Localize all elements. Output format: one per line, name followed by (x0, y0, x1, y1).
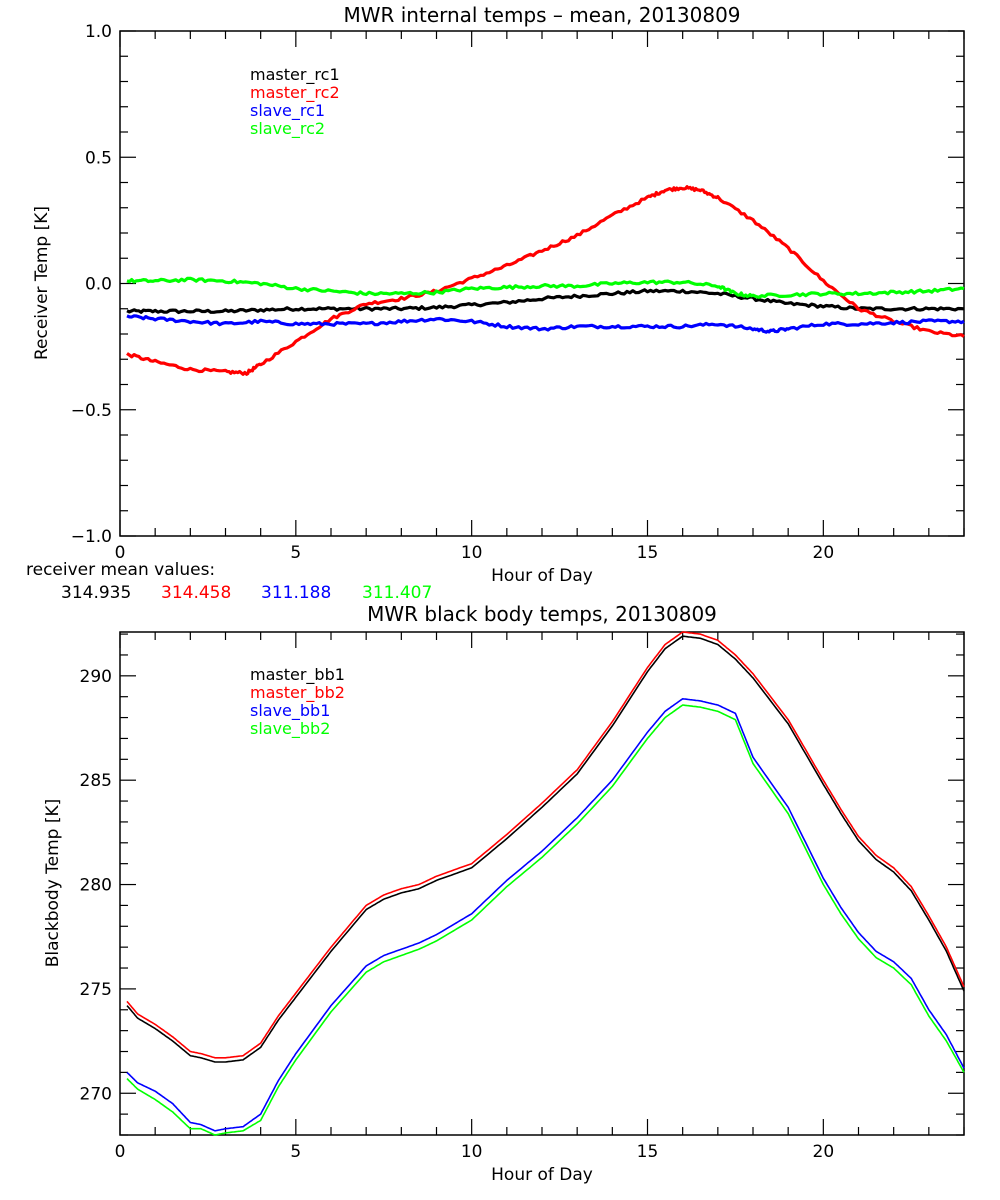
series-line-master_rc1 (126, 288, 965, 315)
mean-value: 314.935 (61, 583, 131, 603)
y-tick-label: 285 (80, 771, 112, 791)
x-tick-label: 10 (461, 1142, 483, 1162)
legend-entry: master_rc2 (250, 83, 340, 103)
legend-entry: master_bb1 (250, 665, 345, 685)
x-tick-label: 0 (115, 543, 126, 563)
x-tick-label: 0 (115, 1142, 126, 1162)
blackbody-temp-panel: MWR black body temps, 20130809 0 5 10 15 20 2… (43, 602, 965, 1185)
mean-value: 311.188 (261, 583, 331, 603)
mean-values-annotation: receiver mean values: 314.935 314.458 31… (26, 560, 432, 603)
plot-frame (119, 631, 965, 1136)
mean-value: 311.407 (362, 583, 432, 603)
series-line-master_rc2 (126, 185, 965, 376)
series-line-master_bb2 (126, 631, 965, 1059)
axis-ticks: 0 5 10 15 20 270 275 280 285 290 (80, 632, 965, 1162)
axis-ticks: 0 5 10 15 20 −1.0 −0.5 0.0 0.5 1.0 (71, 22, 965, 563)
x-tick-label: 10 (461, 543, 483, 563)
series-line-slave_bb1 (126, 697, 965, 1132)
mean-values-label: receiver mean values: (26, 560, 215, 580)
y-axis-label: Receiver Temp [K] (32, 206, 52, 360)
legend-entry: slave_bb2 (250, 719, 330, 739)
legend-entry: slave_bb1 (250, 701, 330, 721)
y-tick-label: 275 (80, 980, 112, 1000)
legend-entry: master_rc1 (250, 65, 340, 85)
legend: master_rc1 master_rc2 slave_rc1 slave_rc… (250, 65, 340, 139)
x-tick-label: 20 (813, 543, 835, 563)
y-tick-label: 270 (80, 1084, 112, 1104)
series-line-slave_rc1 (126, 314, 965, 334)
chart-title: MWR internal temps – mean, 20130809 (343, 3, 740, 27)
series-lines (126, 631, 965, 1136)
x-tick-label: 20 (813, 1142, 835, 1162)
legend-entry: slave_rc2 (250, 119, 325, 139)
y-tick-label: 0.5 (85, 148, 112, 168)
series-line-slave_rc2 (126, 276, 965, 299)
y-tick-label: 1.0 (85, 22, 112, 42)
mean-value: 314.458 (161, 583, 231, 603)
series-lines (126, 185, 965, 376)
y-tick-label: −0.5 (71, 401, 112, 421)
x-tick-label: 5 (290, 1142, 301, 1162)
y-tick-label: −1.0 (71, 527, 112, 547)
legend-entry: slave_rc1 (250, 101, 325, 121)
legend-entry: master_bb2 (250, 683, 345, 703)
x-tick-label: 5 (290, 543, 301, 563)
x-tick-label: 15 (637, 1142, 659, 1162)
chart-title: MWR black body temps, 20130809 (367, 602, 717, 626)
x-axis-label: Hour of Day (491, 1165, 593, 1185)
y-tick-label: 290 (80, 667, 112, 687)
x-axis-label: Hour of Day (491, 566, 593, 586)
x-tick-label: 15 (637, 543, 659, 563)
y-axis-label: Blackbody Temp [K] (43, 799, 63, 968)
receiver-temp-panel: MWR internal temps – mean, 20130809 0 5 10… (26, 3, 965, 603)
y-tick-label: 280 (80, 876, 112, 896)
series-line-slave_bb2 (126, 704, 965, 1136)
series-line-master_bb1 (126, 635, 965, 1063)
y-tick-label: 0.0 (85, 275, 112, 295)
legend: master_bb1 master_bb2 slave_bb1 slave_bb… (250, 665, 345, 739)
